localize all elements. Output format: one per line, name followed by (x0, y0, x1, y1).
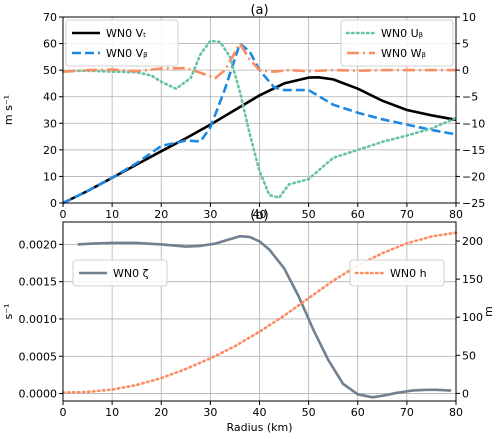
panel-a-legend-left-box (65, 19, 179, 67)
panel-b-x-tick-label: 60 (351, 406, 365, 419)
panel-a-y-left-tick-label: 50 (43, 64, 57, 77)
panel-a-x-tick-label: 50 (302, 208, 316, 221)
panel-b-x-tick-label: 50 (302, 406, 316, 419)
panel-b-y-left-tick-label: 0.0020 (19, 238, 58, 251)
panel-a-legend-left-label-1: WN0 Vᵦ (106, 47, 148, 60)
panel-a-x-tick-label: 0 (60, 208, 67, 221)
panel-a-legend-right-label-1: WN0 Wᵦ (381, 47, 426, 60)
panel-a-x-tick-label: 80 (449, 208, 463, 221)
panel-b-y-right-tick-label: 50 (462, 349, 476, 362)
panel-a-y-right-tick-label: 5 (462, 38, 469, 51)
panel-b-x-label: Radius (km) (226, 421, 292, 434)
panel-a-y-left-tick-label: 30 (43, 117, 57, 130)
panel-a-y-left-tick-label: 10 (43, 170, 57, 183)
panel-a-x-tick-label: 40 (253, 208, 267, 221)
panel-b-y-left-tick-label: 0.0005 (19, 350, 58, 363)
panel-b-series-line-0 (77, 234, 452, 399)
panel-a-series-line-1 (62, 42, 457, 205)
panel-b-legend-left-label-0: WN0 ζ (113, 267, 149, 280)
panel-a-y-left-tick-label: 40 (43, 91, 57, 104)
panel-a-series-line-3 (62, 42, 456, 80)
panel-a-y-right-tick-label: −20 (462, 170, 485, 183)
panel-a-legend-left-label-0: WN0 Vₜ (106, 27, 146, 40)
panel-b-y-left-label: s⁻¹ (2, 304, 15, 320)
panel-a-x-tick-label: 30 (203, 208, 217, 221)
panel-a-x-tick-label: 60 (351, 208, 365, 221)
panel-b-series-line-1 (61, 231, 458, 394)
panel-a-y-right-tick-label: −25 (462, 197, 485, 210)
panel-a-x-tick-label: 20 (154, 208, 168, 221)
panel-b-y-right-tick-label: 150 (462, 273, 483, 286)
panel-a-y-right-tick-label: 0 (462, 64, 469, 77)
panel-b-y-left-tick-label: 0.0010 (19, 313, 58, 326)
panel-a-x-tick-label: 10 (105, 208, 119, 221)
panel-a-y-left-tick-label: 0 (50, 197, 57, 210)
panel-a-x-tick-label: 70 (400, 208, 414, 221)
panel-b-y-right-tick-label: 0 (462, 387, 469, 400)
panel-b-y-right-label: m (482, 306, 495, 317)
panel-a-y-left-tick-label: 70 (43, 11, 57, 24)
panel-b-title: (b) (250, 208, 268, 223)
panel-b-y-right-tick-label: 100 (462, 311, 483, 324)
panel-a-y-right-tick-label: −15 (462, 144, 485, 157)
panel-a-y-right-tick-label: 10 (462, 11, 476, 24)
panel-b-x-tick-label: 30 (203, 406, 217, 419)
panel-b-x-tick-label: 10 (105, 406, 119, 419)
panel-b-y-left-tick-label: 0.0000 (19, 388, 58, 401)
panel-b-x-tick-label: 70 (400, 406, 414, 419)
panel-a-y-right-tick-label: −10 (462, 117, 485, 130)
panel-b-y-right-tick-label: 200 (462, 235, 483, 248)
panel-b-x-tick-label: 80 (449, 406, 463, 419)
panel-a-legend-right-box (340, 19, 454, 67)
panel-a-title: (a) (250, 3, 268, 18)
panel-a-y-right-tick-label: −5 (462, 91, 478, 104)
panel-b-x-tick-label: 0 (60, 406, 67, 419)
panel-b-legend-right-label-0: WN0 h (390, 267, 427, 280)
panel-b-x-tick-label: 20 (154, 406, 168, 419)
panel-a-y-left-label: m s⁻¹ (2, 95, 15, 125)
panel-b-legend-left-box (72, 259, 168, 287)
panel-a-series-line-2 (61, 39, 458, 199)
panel-b-legend-right-box (349, 259, 445, 287)
panel-a-y-left-tick-label: 60 (43, 38, 57, 51)
panel-b-y-left-tick-label: 0.0015 (19, 276, 58, 289)
panel-a-legend-right-label-0: WN0 Uᵦ (381, 27, 423, 40)
panel-b-x-tick-label: 40 (253, 406, 267, 419)
panel-a-y-left-tick-label: 20 (43, 144, 57, 157)
